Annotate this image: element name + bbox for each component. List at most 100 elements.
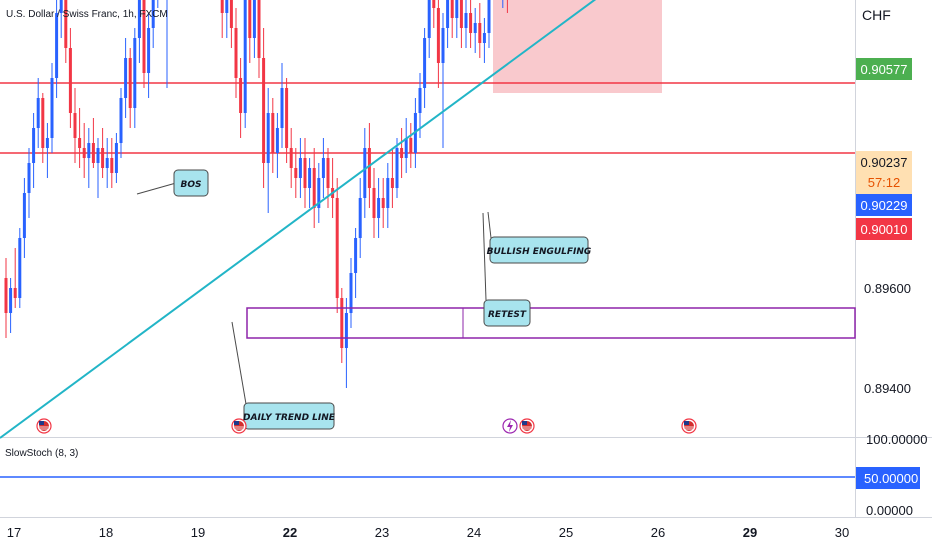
currency-label[interactable]: CHF — [862, 7, 891, 23]
candle[interactable] — [271, 98, 275, 173]
candle[interactable] — [13, 248, 17, 308]
symbol-title[interactable]: U.S. Dollar / Swiss Franc, 1h, FXCM — [6, 9, 168, 20]
candle[interactable] — [275, 113, 279, 178]
candle[interactable] — [137, 0, 141, 63]
candle[interactable] — [432, 0, 436, 28]
candle[interactable] — [340, 288, 344, 363]
candle[interactable] — [436, 0, 440, 88]
candle[interactable] — [363, 128, 367, 218]
candle[interactable] — [22, 178, 26, 258]
candle[interactable] — [450, 0, 454, 38]
candle[interactable] — [41, 93, 45, 163]
candle[interactable] — [423, 28, 427, 108]
candle[interactable] — [18, 228, 22, 308]
candle[interactable] — [105, 138, 109, 188]
candle[interactable] — [294, 148, 298, 198]
candle[interactable] — [473, 8, 477, 53]
candle[interactable] — [124, 38, 128, 118]
candle[interactable] — [469, 0, 473, 48]
candle[interactable] — [243, 0, 247, 128]
candle[interactable] — [82, 123, 86, 178]
candle[interactable] — [289, 128, 293, 188]
candle[interactable] — [96, 138, 100, 198]
candle[interactable] — [280, 63, 284, 148]
candle[interactable] — [464, 0, 468, 48]
lightning-event-icon[interactable] — [502, 418, 518, 434]
bullish-engulfing-callout[interactable]: BULLISH ENGULFING — [487, 211, 592, 264]
candle[interactable] — [482, 18, 486, 63]
candle[interactable] — [390, 148, 394, 208]
candle[interactable] — [220, 0, 224, 38]
candle[interactable] — [50, 63, 54, 153]
candle[interactable] — [55, 0, 59, 98]
candle[interactable] — [73, 88, 77, 163]
candle[interactable] — [110, 138, 114, 188]
candle[interactable] — [487, 0, 491, 48]
daily-trend-line-callout[interactable]: DAILY TREND LINE — [231, 321, 336, 430]
candle[interactable] — [36, 78, 40, 148]
candle[interactable] — [446, 0, 450, 48]
us-flag-icon[interactable] — [519, 418, 535, 434]
us-flag-icon[interactable] — [36, 418, 52, 434]
candle[interactable] — [317, 163, 321, 223]
candle[interactable] — [128, 48, 132, 128]
candle[interactable] — [114, 133, 118, 183]
candle[interactable] — [239, 58, 243, 138]
candle[interactable] — [303, 138, 307, 208]
candle[interactable] — [400, 128, 404, 178]
candle[interactable] — [321, 138, 325, 198]
candle[interactable] — [395, 138, 399, 198]
candle[interactable] — [133, 28, 137, 128]
candle[interactable] — [478, 3, 482, 58]
retest-callout[interactable]: RETEST — [482, 212, 531, 327]
candle[interactable] — [372, 168, 376, 238]
candle[interactable] — [87, 128, 91, 188]
candle[interactable] — [459, 0, 463, 48]
candle[interactable] — [64, 0, 68, 63]
candle[interactable] — [248, 0, 252, 63]
indicator-name[interactable]: SlowStoch (8, 3) — [5, 448, 78, 459]
candle[interactable] — [9, 278, 13, 333]
candle[interactable] — [381, 178, 385, 228]
candle[interactable] — [349, 258, 353, 328]
candle[interactable] — [166, 0, 169, 88]
candle[interactable] — [386, 163, 390, 228]
candle[interactable] — [225, 0, 229, 38]
bos-callout[interactable]: BOS — [136, 169, 209, 197]
candle[interactable] — [59, 0, 63, 38]
candle[interactable] — [354, 228, 358, 298]
candle[interactable] — [68, 28, 72, 128]
candle[interactable] — [308, 158, 312, 208]
candle[interactable] — [45, 123, 49, 178]
candle[interactable] — [257, 0, 261, 78]
candle[interactable] — [326, 148, 330, 208]
candle[interactable] — [358, 178, 362, 258]
candle[interactable] — [27, 148, 31, 218]
us-flag-icon[interactable] — [681, 418, 697, 434]
candle[interactable] — [441, 13, 445, 148]
candle[interactable] — [312, 148, 316, 228]
candle[interactable] — [409, 123, 413, 168]
candle[interactable] — [119, 88, 123, 158]
candle[interactable] — [266, 88, 270, 213]
candle[interactable] — [377, 178, 381, 238]
candle[interactable] — [455, 0, 459, 38]
candle[interactable] — [427, 0, 431, 58]
candle[interactable] — [344, 298, 348, 388]
candle[interactable] — [147, 13, 151, 98]
price-pane[interactable] — [0, 0, 855, 437]
stop-loss-zone[interactable] — [493, 0, 662, 93]
candles[interactable] — [4, 0, 509, 388]
daily-trend-line[interactable] — [0, 0, 855, 439]
candle[interactable] — [78, 108, 82, 168]
us-flag-icon[interactable] — [231, 418, 247, 434]
candle[interactable] — [4, 258, 8, 338]
candle[interactable] — [91, 118, 95, 168]
candle[interactable] — [229, 0, 233, 48]
candle[interactable] — [418, 73, 422, 138]
candle[interactable] — [262, 28, 266, 188]
candle[interactable] — [32, 113, 36, 188]
candle[interactable] — [142, 0, 146, 88]
candle[interactable] — [151, 0, 155, 48]
